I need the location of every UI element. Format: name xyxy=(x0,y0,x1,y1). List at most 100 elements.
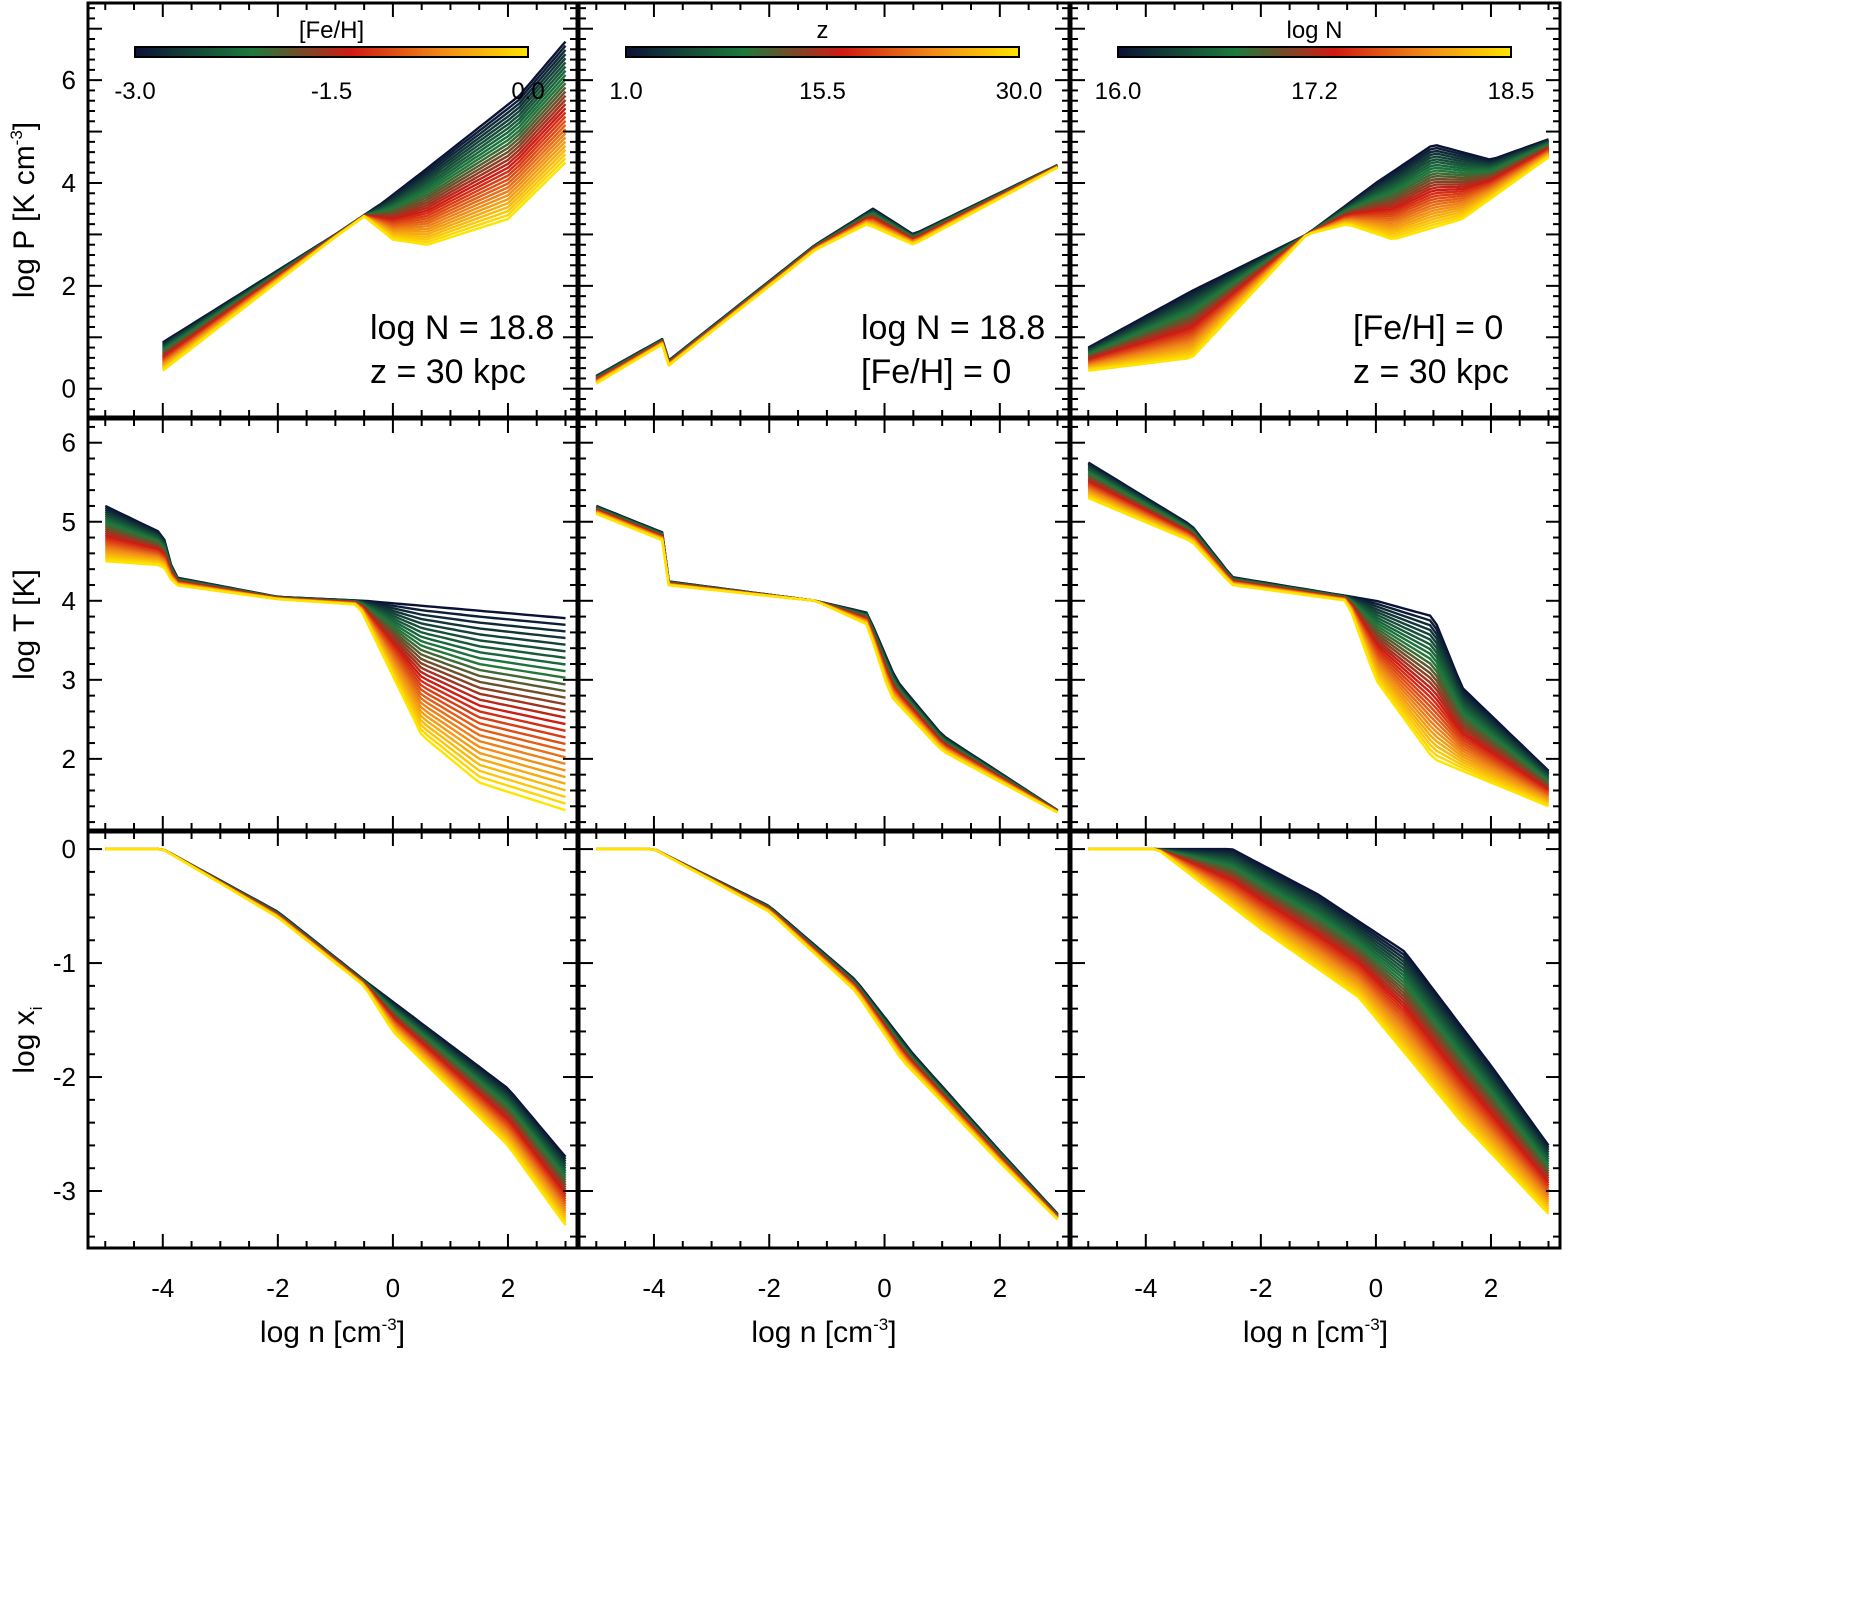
colorbar-tick-label: 17.2 xyxy=(1291,78,1338,105)
y-tick-label: 4 xyxy=(62,168,76,198)
series-line xyxy=(596,847,1059,1218)
series-line xyxy=(162,161,567,372)
axes-frame xyxy=(577,830,1071,1250)
colorbar-r1c3: log N 16.0 17.2 18.5 xyxy=(1095,17,1535,105)
series-line xyxy=(596,847,1059,1219)
colorbar-r1c1: [Fe/H] -3.0 -1.5 0.0 xyxy=(114,17,544,105)
x-axis-label-sup: -3 xyxy=(382,1315,397,1334)
y-tick-label: -2 xyxy=(53,1062,76,1092)
series-line xyxy=(1087,481,1550,792)
x-axis-label-sup: -3 xyxy=(873,1315,888,1334)
series-line xyxy=(596,847,1059,1218)
series-line xyxy=(105,847,567,1208)
series-line xyxy=(596,847,1059,1216)
y-tick-label: 5 xyxy=(62,507,76,537)
y-tick-label: 6 xyxy=(62,65,76,95)
panel-frame-r3c2 xyxy=(577,830,1071,1250)
x-tick-label: -2 xyxy=(266,1273,289,1303)
x-axis-label-main: log n [cm xyxy=(751,1316,873,1349)
series-line xyxy=(1088,156,1550,372)
panel-annotation: [Fe/H] = 0 xyxy=(861,353,1011,391)
series-line xyxy=(162,57,567,348)
x-axis-label: log n [cm-3] xyxy=(260,1315,405,1349)
colorbar-bar xyxy=(1117,46,1512,58)
x-tick-label: 0 xyxy=(1369,1273,1383,1303)
series-line xyxy=(596,847,1059,1217)
colorbar-tick-label: 15.5 xyxy=(799,78,846,105)
colorbar-tick-label: 30.0 xyxy=(996,78,1043,105)
y-axis-label: log P [K cm-3] xyxy=(7,122,41,298)
colorbar-tick-label: -3.0 xyxy=(114,78,155,105)
y-tick-label: 4 xyxy=(62,586,76,616)
series-line xyxy=(105,537,566,732)
series-line xyxy=(596,847,1059,1221)
panel-annotation: log N = 18.8 xyxy=(861,309,1045,347)
panel-frame-r2c2 xyxy=(577,417,1071,832)
axes-frame xyxy=(86,1,579,419)
x-axis-label-end: ] xyxy=(1380,1316,1388,1349)
series-line xyxy=(596,847,1059,1219)
series-line xyxy=(596,847,1059,1217)
series-line xyxy=(596,847,1059,1218)
series-line xyxy=(105,847,567,1201)
series-line xyxy=(596,847,1059,1216)
colorbar-tick-label: 1.0 xyxy=(609,78,642,105)
series-line xyxy=(596,847,1059,1216)
series-line xyxy=(596,847,1059,1220)
x-tick-label: 2 xyxy=(993,1273,1007,1303)
x-axis-label-sup: -3 xyxy=(1365,1315,1380,1334)
series-line xyxy=(105,847,567,1215)
series-line xyxy=(596,847,1059,1220)
y-axis-label-sub: i xyxy=(27,1006,46,1010)
axes-frame xyxy=(1069,1,1562,419)
series-line xyxy=(596,847,1059,1220)
y-tick-label: 2 xyxy=(62,271,76,301)
y-tick-label: -1 xyxy=(53,948,76,978)
series-line xyxy=(596,847,1059,1221)
series-line xyxy=(105,847,567,1226)
colorbar-r1c2: z 1.0 15.5 30.0 xyxy=(609,17,1042,105)
y-tick-label: 6 xyxy=(62,428,76,458)
series-line xyxy=(105,847,567,1219)
series-line xyxy=(105,847,567,1189)
series-line xyxy=(105,558,566,805)
series-line xyxy=(105,847,567,1210)
curve-family-r1c3 xyxy=(1087,138,1550,372)
x-tick-label: -2 xyxy=(758,1273,781,1303)
y-tick-label: 2 xyxy=(62,744,76,774)
x-tick-label: 0 xyxy=(386,1273,400,1303)
y-axis-label-end: ] xyxy=(8,122,41,130)
curve-family-r1c1 xyxy=(162,40,567,372)
panel-frame-r1c3 xyxy=(1069,1,1562,419)
axes-frame xyxy=(1069,417,1562,832)
series-line xyxy=(105,560,566,812)
series-line xyxy=(596,847,1059,1217)
y-axis-label-sup: -3 xyxy=(7,130,26,145)
y-axis-label: log T [K] xyxy=(8,569,41,680)
x-axis-label-end: ] xyxy=(397,1316,405,1349)
x-axis-label-main: log n [cm xyxy=(1243,1316,1365,1349)
panel-annotation: [Fe/H] = 0 xyxy=(1353,309,1503,347)
series-line xyxy=(105,847,567,1191)
series-line xyxy=(104,506,566,626)
series-line xyxy=(105,847,567,1196)
curve-family-r2c2 xyxy=(595,504,1059,814)
colorbar-tick-label: 18.5 xyxy=(1488,78,1535,105)
curve-family-r1c2 xyxy=(595,163,1059,385)
x-tick-label: -4 xyxy=(151,1273,174,1303)
series-line xyxy=(596,847,1059,1218)
panel-frame-r3c1 xyxy=(86,830,579,1250)
panel-frame-r1c2 xyxy=(577,1,1071,419)
series-line xyxy=(596,847,1059,1220)
series-line xyxy=(596,847,1059,1218)
y-axis-label: log xi xyxy=(8,1006,46,1073)
axes-frame xyxy=(1069,830,1562,1250)
series-line xyxy=(596,847,1059,1217)
colorbar-title: z xyxy=(817,17,829,44)
series-line xyxy=(105,847,567,1224)
series-line xyxy=(105,847,567,1222)
series-line xyxy=(595,166,1059,385)
panel-frame-r3c3 xyxy=(1069,830,1562,1250)
series-line xyxy=(596,847,1059,1217)
x-tick-label: -4 xyxy=(1134,1273,1157,1303)
